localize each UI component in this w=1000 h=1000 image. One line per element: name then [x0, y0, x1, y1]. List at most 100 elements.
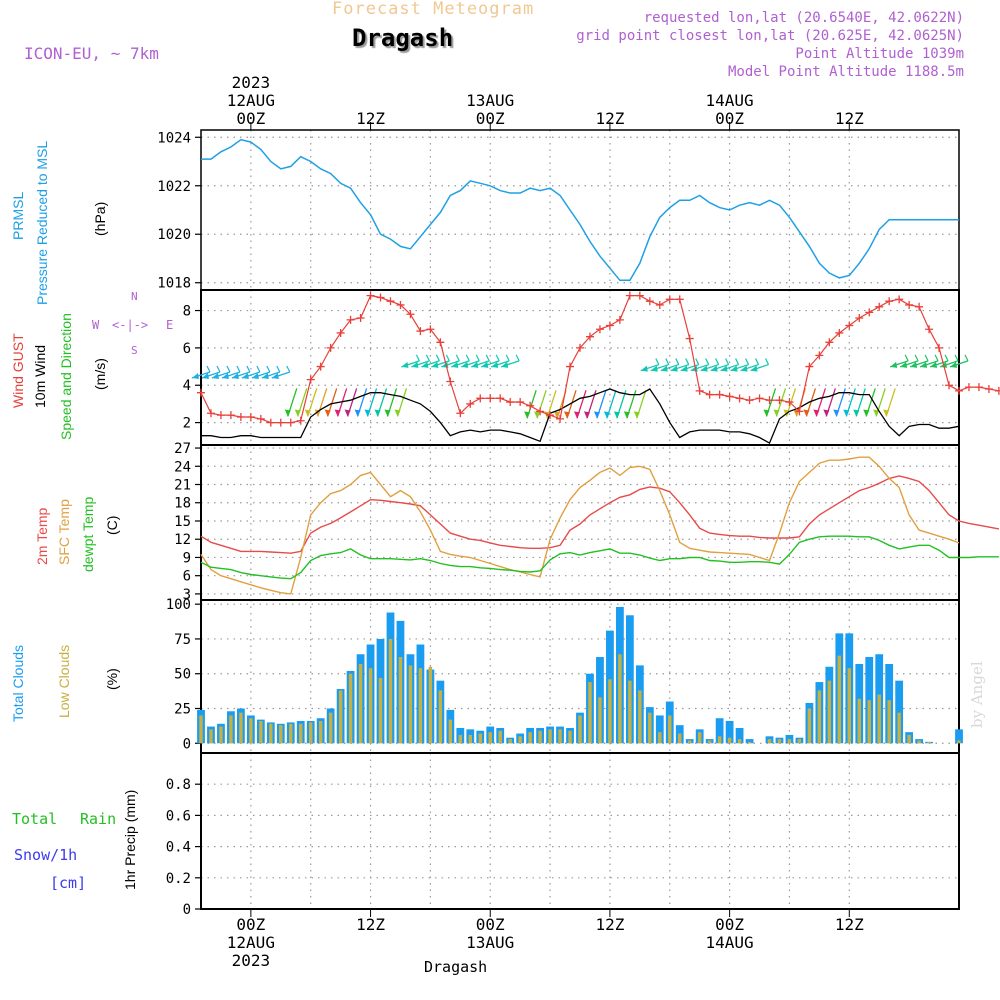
wind-gust-marker	[615, 315, 624, 324]
low-clouds-bar	[348, 673, 353, 744]
low-clouds-bar	[398, 657, 403, 744]
top-time-label: 12AUG	[227, 91, 275, 110]
wind-gust-marker	[765, 396, 774, 405]
wind-arrow-head	[501, 361, 509, 368]
wind-arrow-head	[411, 361, 419, 368]
wind-arrow-feather	[266, 365, 271, 373]
wind-gust-marker	[197, 388, 205, 397]
wind-gust-marker	[815, 351, 824, 360]
total-clouds-bar	[715, 718, 724, 744]
wind-arrow-head	[660, 365, 668, 372]
low-clouds-bar	[877, 694, 881, 744]
low-clouds-bar	[229, 715, 233, 744]
wind-gust-marker	[625, 291, 634, 300]
wind-gust-marker	[725, 392, 734, 401]
wind-gust-marker	[226, 411, 235, 420]
wind-arrow-feather	[685, 358, 690, 365]
total-clouds-bar	[655, 715, 664, 744]
wind-arrow-feather	[904, 354, 909, 362]
low-clouds-bar	[847, 668, 852, 744]
wind-gust-marker	[974, 383, 983, 392]
wind-arrow-head	[344, 409, 351, 417]
wind-10m-label: 10m Wind	[32, 344, 48, 408]
low-clouds-label: Low Clouds	[56, 644, 72, 718]
low-clouds-bar	[219, 726, 223, 744]
wind-arrow-head	[534, 411, 541, 419]
wind-gust-marker	[336, 328, 345, 337]
low-clouds-bar	[797, 739, 802, 744]
wind-gust-marker	[506, 398, 515, 407]
low-clouds-bar	[259, 721, 263, 744]
wind-gust-marker	[466, 399, 475, 408]
wind-arrow-feather	[725, 358, 730, 365]
temp-2m-label: 2m Temp	[34, 507, 50, 565]
y-tick-label: 15	[174, 514, 191, 530]
top-time-label: 12Z	[835, 109, 864, 128]
location-name: Dragash	[352, 24, 454, 52]
wind-gust-marker	[984, 384, 993, 393]
low-clouds-bar	[458, 734, 463, 744]
wind-arrow-head	[374, 409, 381, 417]
wind-arrow-feather	[515, 354, 520, 362]
wind-gust-marker	[556, 414, 565, 423]
wind-gust-marker	[835, 328, 844, 337]
total-clouds-bar	[955, 729, 963, 744]
wind-arrow-head	[401, 361, 409, 368]
bottom-time-label: 12Z	[356, 915, 385, 934]
low-clouds-bar	[747, 741, 752, 744]
wind-arrow-head	[710, 365, 718, 372]
low-clouds-bar	[697, 732, 702, 744]
wind-arrow-head	[271, 373, 279, 380]
low-clouds-bar	[388, 638, 393, 744]
wind-gust-marker	[585, 332, 594, 341]
low-clouds-bar	[707, 740, 712, 744]
low-clouds-bar	[588, 682, 592, 744]
wind-arrow-head	[284, 409, 291, 417]
wind-gust-marker	[516, 398, 525, 407]
temp-dewpt-label: dewpt Temp	[80, 496, 96, 572]
low-clouds-bar	[638, 690, 642, 744]
wind-arrow-feather	[934, 354, 939, 362]
wind-arrow-feather	[655, 358, 660, 365]
low-clouds-bar	[558, 729, 562, 744]
pressure-line	[201, 138, 959, 282]
low-clouds-bar	[907, 734, 911, 744]
low-clouds-bar	[488, 732, 492, 744]
wind-arrow-head	[773, 409, 780, 417]
low-clouds-bar	[817, 690, 822, 744]
y-tick-label: 1020	[157, 227, 191, 243]
compass-west: W	[92, 318, 100, 332]
wind-gust-marker	[945, 381, 954, 390]
wind-arrow-head	[241, 373, 249, 380]
y-tick-label: 75	[174, 632, 191, 648]
wind-arrow-feather	[485, 354, 490, 362]
low-clouds-bar	[468, 734, 473, 744]
precip-rain-label: Rain	[80, 810, 117, 828]
wind-arrow-head	[603, 411, 610, 419]
wind-gust-line	[200, 294, 1000, 424]
wind-arrow-feather	[256, 365, 261, 373]
wind-arrow-head	[930, 361, 938, 368]
panel-frame	[200, 289, 960, 446]
wind-arrow-feather	[665, 358, 670, 365]
low-clouds-bar	[578, 715, 582, 744]
wind-gust-marker	[825, 338, 834, 347]
wind-arrow-feather	[246, 365, 251, 373]
low-clouds-bar	[508, 739, 512, 744]
bottom-time-label: 12AUG	[227, 933, 275, 952]
low-clouds-bar	[308, 722, 313, 744]
wind-arrow-head	[883, 409, 890, 417]
low-clouds-bar	[328, 712, 333, 744]
wind-gust-marker	[446, 377, 455, 386]
wind-arrow-feather	[954, 354, 959, 362]
y-tick-label: 6	[183, 569, 191, 585]
bottom-time-label: 2023	[232, 951, 271, 970]
wind-gust-marker	[406, 310, 415, 319]
wind-arrow-head	[564, 411, 571, 419]
watermark: by Angel	[968, 661, 986, 728]
low-clouds-bar	[568, 730, 572, 744]
wind-gust-marker	[994, 386, 1000, 395]
wind-gust-marker	[885, 297, 894, 306]
wind-gust-marker	[875, 302, 884, 311]
wind-arrow-head	[261, 373, 269, 380]
